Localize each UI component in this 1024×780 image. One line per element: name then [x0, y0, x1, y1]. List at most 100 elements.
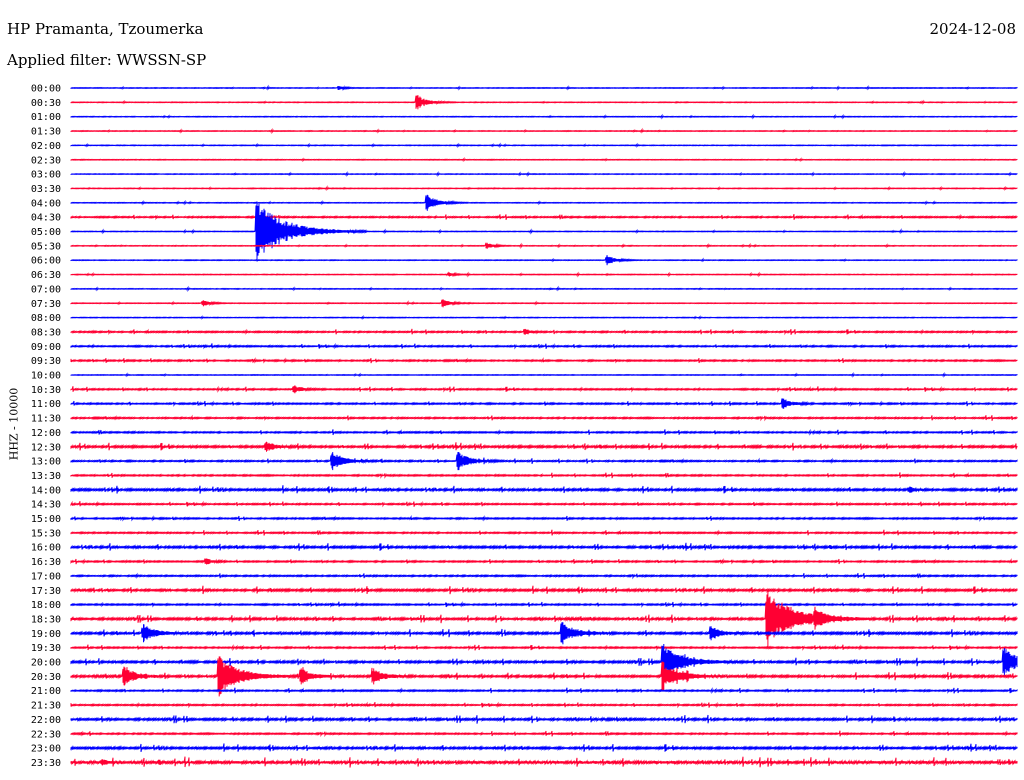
trace-row	[70, 687, 1018, 695]
row-time-label: 03:30	[31, 184, 61, 195]
trace-row	[70, 485, 1018, 494]
trace-row	[70, 442, 1018, 451]
record-date: 2024-12-08	[929, 20, 1016, 38]
row-time-label: 04:00	[31, 198, 61, 209]
row-time-label: 04:30	[31, 213, 61, 224]
row-time-label: 06:30	[31, 270, 61, 281]
station-name: HP Pramanta, Tzoumerka	[7, 20, 204, 38]
row-time-label: 06:00	[31, 256, 61, 267]
row-time-label: 19:30	[31, 643, 61, 654]
trace-row	[70, 542, 1018, 551]
trace-row	[70, 414, 1018, 422]
trace-row	[70, 594, 1018, 640]
row-time-label: 22:30	[31, 729, 61, 740]
trace-row	[70, 622, 1018, 643]
row-time-label: 09:30	[31, 356, 61, 367]
trace-row	[70, 328, 1018, 336]
row-time-label: 15:00	[31, 514, 61, 525]
row-time-label: 23:00	[31, 744, 61, 755]
row-time-label: 22:00	[31, 715, 61, 726]
row-time-label: 21:00	[31, 686, 61, 697]
row-time-label: 13:00	[31, 457, 61, 468]
trace-row	[70, 95, 1018, 109]
row-time-label: 15:30	[31, 528, 61, 539]
row-time-label: 03:00	[31, 170, 61, 181]
row-time-label: 05:00	[31, 227, 61, 238]
trace-row	[70, 714, 1018, 724]
trace-row	[70, 242, 1018, 250]
trace-row	[70, 656, 1018, 695]
applied-filter: Applied filter: WWSSN-SP	[7, 51, 207, 69]
row-time-label: 07:30	[31, 299, 61, 310]
trace-row	[70, 585, 1018, 595]
row-time-label: 10:30	[31, 385, 61, 396]
row-time-label: 14:00	[31, 485, 61, 496]
trace-row	[70, 398, 1018, 409]
trace-row	[70, 644, 1018, 652]
trace-row	[70, 213, 1018, 221]
row-time-label: 08:00	[31, 313, 61, 324]
trace-row	[70, 514, 1018, 522]
trace-row	[70, 472, 1018, 479]
trace-row	[70, 701, 1018, 709]
row-time-label: 09:00	[31, 342, 61, 353]
trace-row	[70, 195, 1018, 210]
row-time-label: 11:00	[31, 399, 61, 410]
trace-row	[70, 271, 1018, 278]
trace-row	[70, 170, 1018, 178]
trace-row	[70, 529, 1018, 536]
row-time-label: 16:00	[31, 543, 61, 554]
row-time-label: 01:30	[31, 127, 61, 138]
trace-row	[70, 500, 1018, 508]
trace-row	[70, 203, 1018, 258]
trace-row	[70, 255, 1018, 265]
row-time-label: 14:30	[31, 500, 61, 511]
row-time-label: 02:30	[31, 155, 61, 166]
row-time-label: 23:30	[31, 758, 61, 769]
trace-row	[70, 285, 1018, 293]
trace-row	[70, 299, 1018, 307]
trace-row	[70, 372, 1018, 378]
row-time-label: 08:30	[31, 327, 61, 338]
row-time-label: 02:00	[31, 141, 61, 152]
trace-row	[70, 743, 1018, 753]
row-time-label: 19:00	[31, 629, 61, 640]
row-time-label: 17:00	[31, 571, 61, 582]
trace-row	[70, 142, 1018, 149]
row-time-label: 18:00	[31, 600, 61, 611]
row-time-label: 12:00	[31, 428, 61, 439]
row-time-label: 18:30	[31, 614, 61, 625]
row-time-label: 01:00	[31, 112, 61, 123]
row-time-label: 10:00	[31, 371, 61, 382]
row-time-label: 21:30	[31, 701, 61, 712]
trace-row	[70, 385, 1018, 393]
trace-row	[70, 558, 1018, 565]
row-time-label: 16:30	[31, 557, 61, 568]
row-time-label: 12:30	[31, 442, 61, 453]
trace-row	[70, 342, 1018, 350]
trace-row	[70, 572, 1018, 580]
row-time-label: 00:00	[31, 84, 61, 95]
row-time-label: 20:30	[31, 672, 61, 683]
row-time-label: 05:30	[31, 241, 61, 252]
trace-row	[70, 185, 1018, 192]
trace-row	[70, 127, 1018, 135]
trace-row	[70, 357, 1018, 364]
trace-row	[70, 113, 1018, 120]
row-time-label: 11:30	[31, 414, 61, 425]
trace-row	[70, 428, 1018, 436]
row-time-label: 00:30	[31, 98, 61, 109]
row-time-label: 13:30	[31, 471, 61, 482]
trace-row	[70, 84, 1018, 91]
trace-row	[70, 314, 1018, 320]
trace-row	[70, 730, 1018, 738]
trace-row	[70, 601, 1018, 608]
row-time-label: 07:00	[31, 284, 61, 295]
row-time-label: 20:00	[31, 658, 61, 669]
trace-row	[70, 756, 1018, 768]
row-time-label: 17:30	[31, 586, 61, 597]
trace-row	[70, 157, 1018, 163]
trace-row	[70, 451, 1018, 471]
trace-row	[70, 645, 1018, 678]
